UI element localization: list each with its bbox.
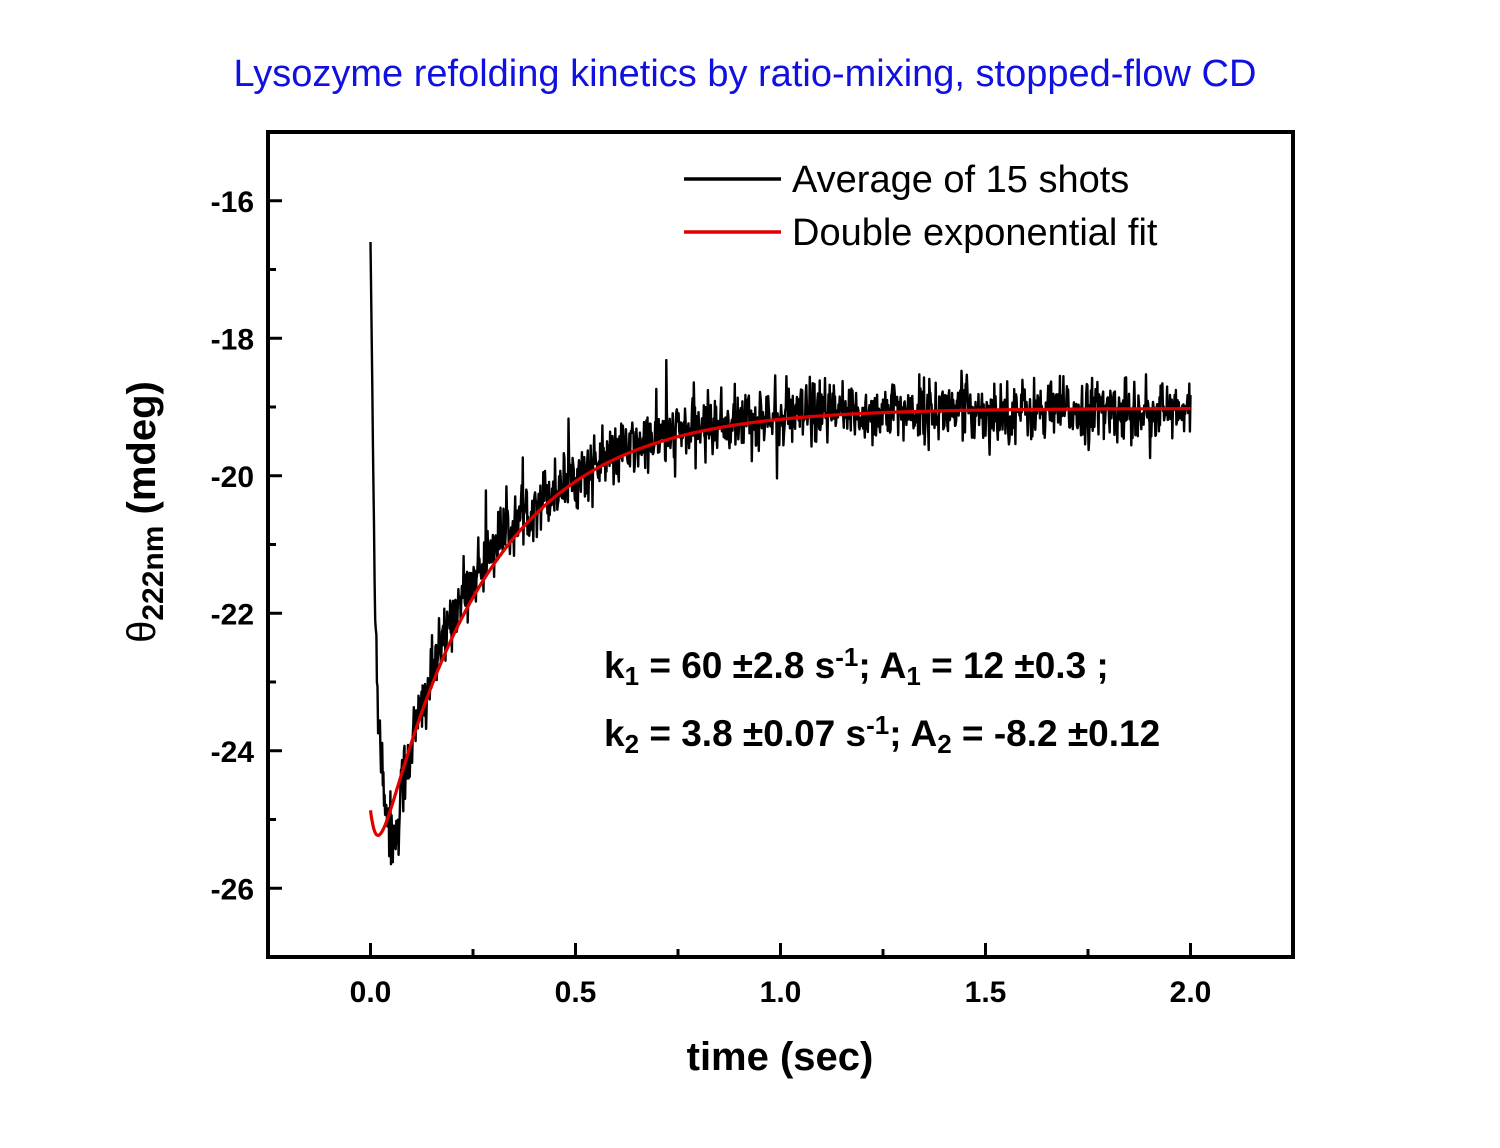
series-average-of-15-shots (369, 241, 1192, 866)
y-axis-subscript: 222nm (137, 526, 170, 621)
annotation-part: -1 (866, 710, 889, 740)
y-tick-label: -20 (211, 461, 254, 494)
annotation-part: = 60 ±2.8 s (639, 645, 835, 686)
x-tick-label: 1.5 (965, 976, 1007, 1009)
fit-parameters-annotation: k1 = 60 ±2.8 s-1; A1 = 12 ±0.3 ;k2 = 3.8… (604, 642, 1160, 758)
y-tick-label: -22 (211, 598, 254, 631)
series-double-exponential-fit (368, 407, 1192, 837)
x-tick-label: 0.0 (350, 976, 392, 1009)
annotation-part: 1 (625, 661, 639, 691)
x-tick-label: 0.5 (555, 976, 597, 1009)
y-tick-label: -24 (211, 736, 255, 769)
annotation-part: k (604, 713, 625, 754)
axes: 0.0 0.5 1.0 1.5 2.0 -16 -18 -20 -22 -24 -26 (211, 130, 1295, 1009)
legend-label: Average of 15 shots (792, 159, 1129, 201)
annotation-line: k2 = 3.8 ±0.07 s-1; A2 = -8.2 ±0.12 (604, 710, 1160, 758)
chart-title: Lysozyme refolding kinetics by ratio-mix… (234, 53, 1257, 95)
annotation-part: 2 (625, 729, 639, 759)
annotation-part: 2 (937, 729, 951, 759)
y-tick-label: -26 (211, 873, 254, 906)
y-axis-title-text: θ222nm (mdeg) (120, 381, 170, 643)
annotation-part: 1 (906, 661, 920, 691)
annotation-part: = -8.2 ±0.12 (952, 713, 1161, 754)
annotation-part: -1 (835, 642, 858, 672)
annotation-part: ; A (858, 645, 906, 686)
y-tick-label: -18 (211, 323, 254, 356)
y-axis-title: θ222nm (mdeg) (120, 381, 170, 643)
annotation-part: = 12 ±0.3 ; (921, 645, 1109, 686)
annotation-part: k (604, 645, 625, 686)
y-tick-label: -16 (211, 186, 254, 219)
legend: Average of 15 shots Double exponential fi… (684, 159, 1158, 254)
x-tick-label: 2.0 (1170, 976, 1212, 1009)
annotation-part: ; A (889, 713, 937, 754)
plot-frame (266, 130, 1295, 959)
annotation-part: = 3.8 ±0.07 s (639, 713, 866, 754)
legend-label: Double exponential fit (792, 212, 1158, 254)
plot-area (368, 241, 1192, 866)
annotation-line: k1 = 60 ±2.8 s-1; A1 = 12 ±0.3 ; (604, 642, 1109, 690)
x-tick-label: 1.0 (760, 976, 802, 1009)
x-axis-title: time (sec) (687, 1035, 874, 1079)
y-axis-symbol: θ (120, 621, 164, 643)
y-axis-unit: (mdeg) (120, 381, 164, 525)
